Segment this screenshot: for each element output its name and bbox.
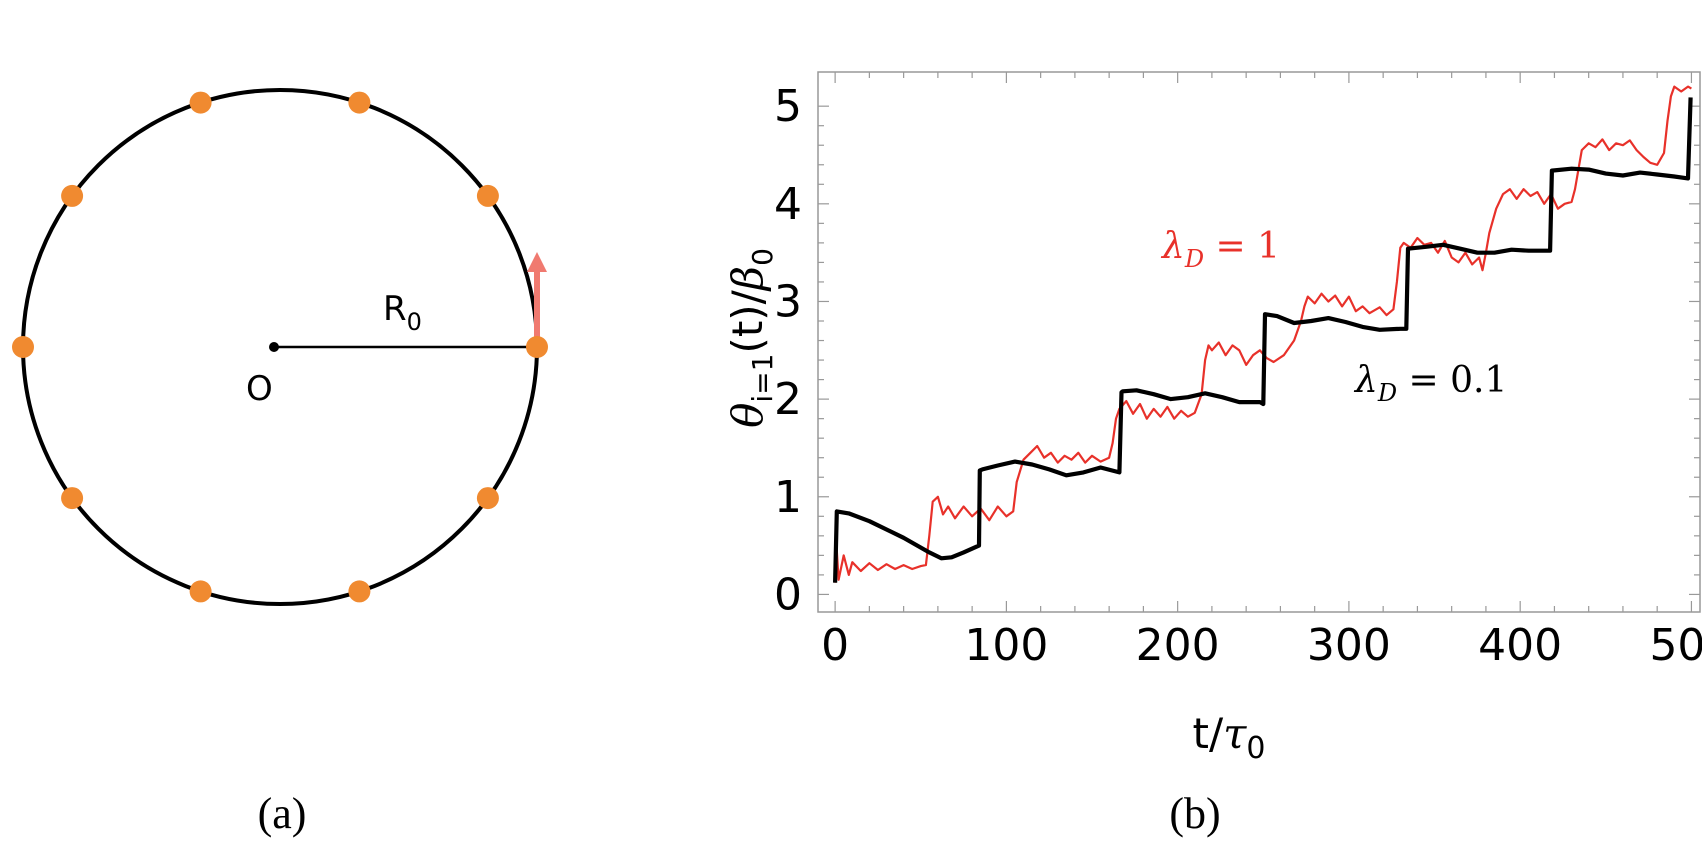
particle-1: [526, 336, 548, 358]
plot-frame: [817, 71, 1701, 613]
x-tick-label: 0: [821, 620, 849, 671]
y-axis-label: θi=1(t)/β0: [723, 248, 779, 428]
particle-3: [348, 91, 371, 114]
x-tick-label: 100: [964, 620, 1048, 671]
series-line-lambda-0-1: [833, 97, 1693, 583]
arrow-head: [527, 252, 547, 272]
particle-6: [12, 336, 34, 358]
y-tick-label: 2: [774, 374, 802, 425]
center-label: O: [246, 369, 273, 409]
particle-4: [189, 91, 212, 114]
x-tick-label: 500: [1649, 620, 1702, 671]
particle-5: [61, 184, 84, 207]
annotation-lambda-1: λD = 1: [1160, 226, 1280, 273]
velocity-arrow: [527, 252, 547, 340]
radius-label: R0: [383, 289, 422, 336]
y-tick-label: 5: [774, 81, 802, 132]
y-tick-label: 1: [774, 472, 802, 523]
particle-7: [61, 487, 84, 510]
x-tick-label: 300: [1307, 620, 1391, 671]
x-tick-label: 200: [1136, 620, 1220, 671]
panel-a-ring-diagram: O R0 (a): [12, 88, 548, 838]
y-tick-label: 0: [774, 569, 802, 620]
particles-group: [12, 91, 548, 603]
series-lines: [833, 85, 1693, 583]
panel-a-label: (a): [258, 789, 307, 838]
series-line-lambda-1: [834, 85, 1692, 583]
tick-marks: [818, 72, 1700, 612]
y-tick-label: 4: [774, 179, 802, 230]
particle-9: [348, 580, 371, 603]
particle-8: [189, 580, 212, 603]
panel-b-chart: 0 100 200 300 400 500 0 1 2 3 4 5 t/τ0 θi=1(t)/β0 λ…: [723, 71, 1702, 838]
particle-2: [476, 184, 499, 207]
x-tick-label: 400: [1478, 620, 1562, 671]
y-tick-label: 3: [774, 276, 802, 327]
annotation-lambda-0-1: λD = 0.1: [1353, 360, 1507, 407]
panel-b-label: (b): [1169, 789, 1220, 838]
tick-labels: 0 100 200 300 400 500 0 1 2 3 4 5: [774, 81, 1702, 671]
x-axis-label: t/τ0: [1193, 709, 1266, 766]
particle-10: [476, 487, 499, 510]
center-point: [269, 342, 279, 352]
